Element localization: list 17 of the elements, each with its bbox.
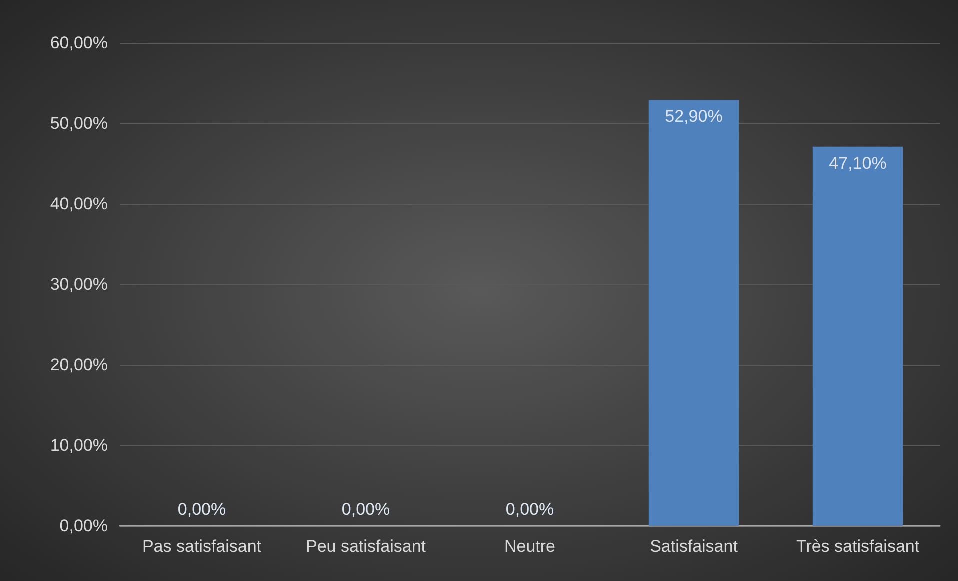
data-label: 0,00%	[178, 500, 226, 519]
y-tick-label: 50,00%	[50, 114, 108, 133]
x-tick-label: Pas satisfaisant	[142, 537, 262, 556]
data-label: 0,00%	[342, 500, 390, 519]
x-tick-label: Peu satisfaisant	[306, 537, 426, 556]
data-label: 0,00%	[506, 500, 554, 519]
y-tick-label: 10,00%	[50, 436, 108, 455]
y-tick-label: 0,00%	[60, 516, 108, 536]
x-tick-label: Neutre	[504, 537, 556, 556]
y-tick-label: 20,00%	[50, 356, 108, 374]
data-label: 47,10%	[829, 154, 887, 173]
y-tick-label: 40,00%	[50, 194, 108, 214]
y-tick-label: 30,00%	[50, 275, 108, 294]
x-tick-label: Très satisfaisant	[796, 537, 920, 556]
data-label: 52,90%	[665, 107, 723, 126]
y-tick-label: 60,00%	[50, 34, 108, 52]
x-tick-label: Satisfaisant	[650, 537, 738, 556]
